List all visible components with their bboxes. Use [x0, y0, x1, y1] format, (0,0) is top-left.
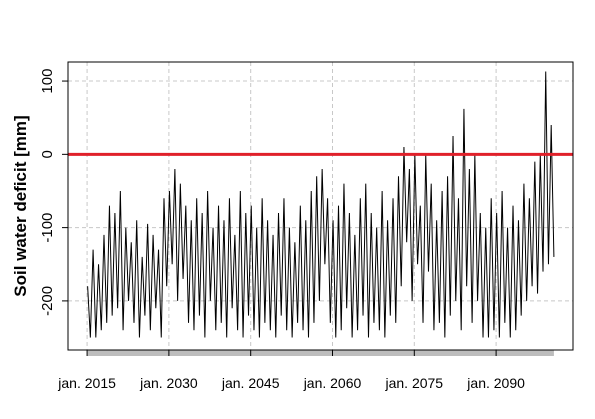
- y-axis-label: Soil water deficit [mm]: [11, 115, 30, 296]
- y-tick-label: 0: [39, 150, 56, 158]
- plot-frame: [67, 61, 574, 351]
- x-tick-label: jan. 2015: [57, 375, 116, 391]
- x-tick-label: jan. 2060: [303, 375, 362, 391]
- y-tick-label: 100: [39, 69, 56, 94]
- time-rug: [87, 350, 554, 356]
- y-tick-label: -100: [39, 213, 56, 243]
- x-tick-label: jan. 2045: [221, 375, 280, 391]
- y-tick-label: -200: [39, 286, 56, 316]
- x-tick-label: jan. 2075: [384, 375, 443, 391]
- data-line: [87, 71, 555, 338]
- x-tick-label: jan. 2090: [466, 375, 525, 391]
- x-tick-label: jan. 2030: [139, 375, 198, 391]
